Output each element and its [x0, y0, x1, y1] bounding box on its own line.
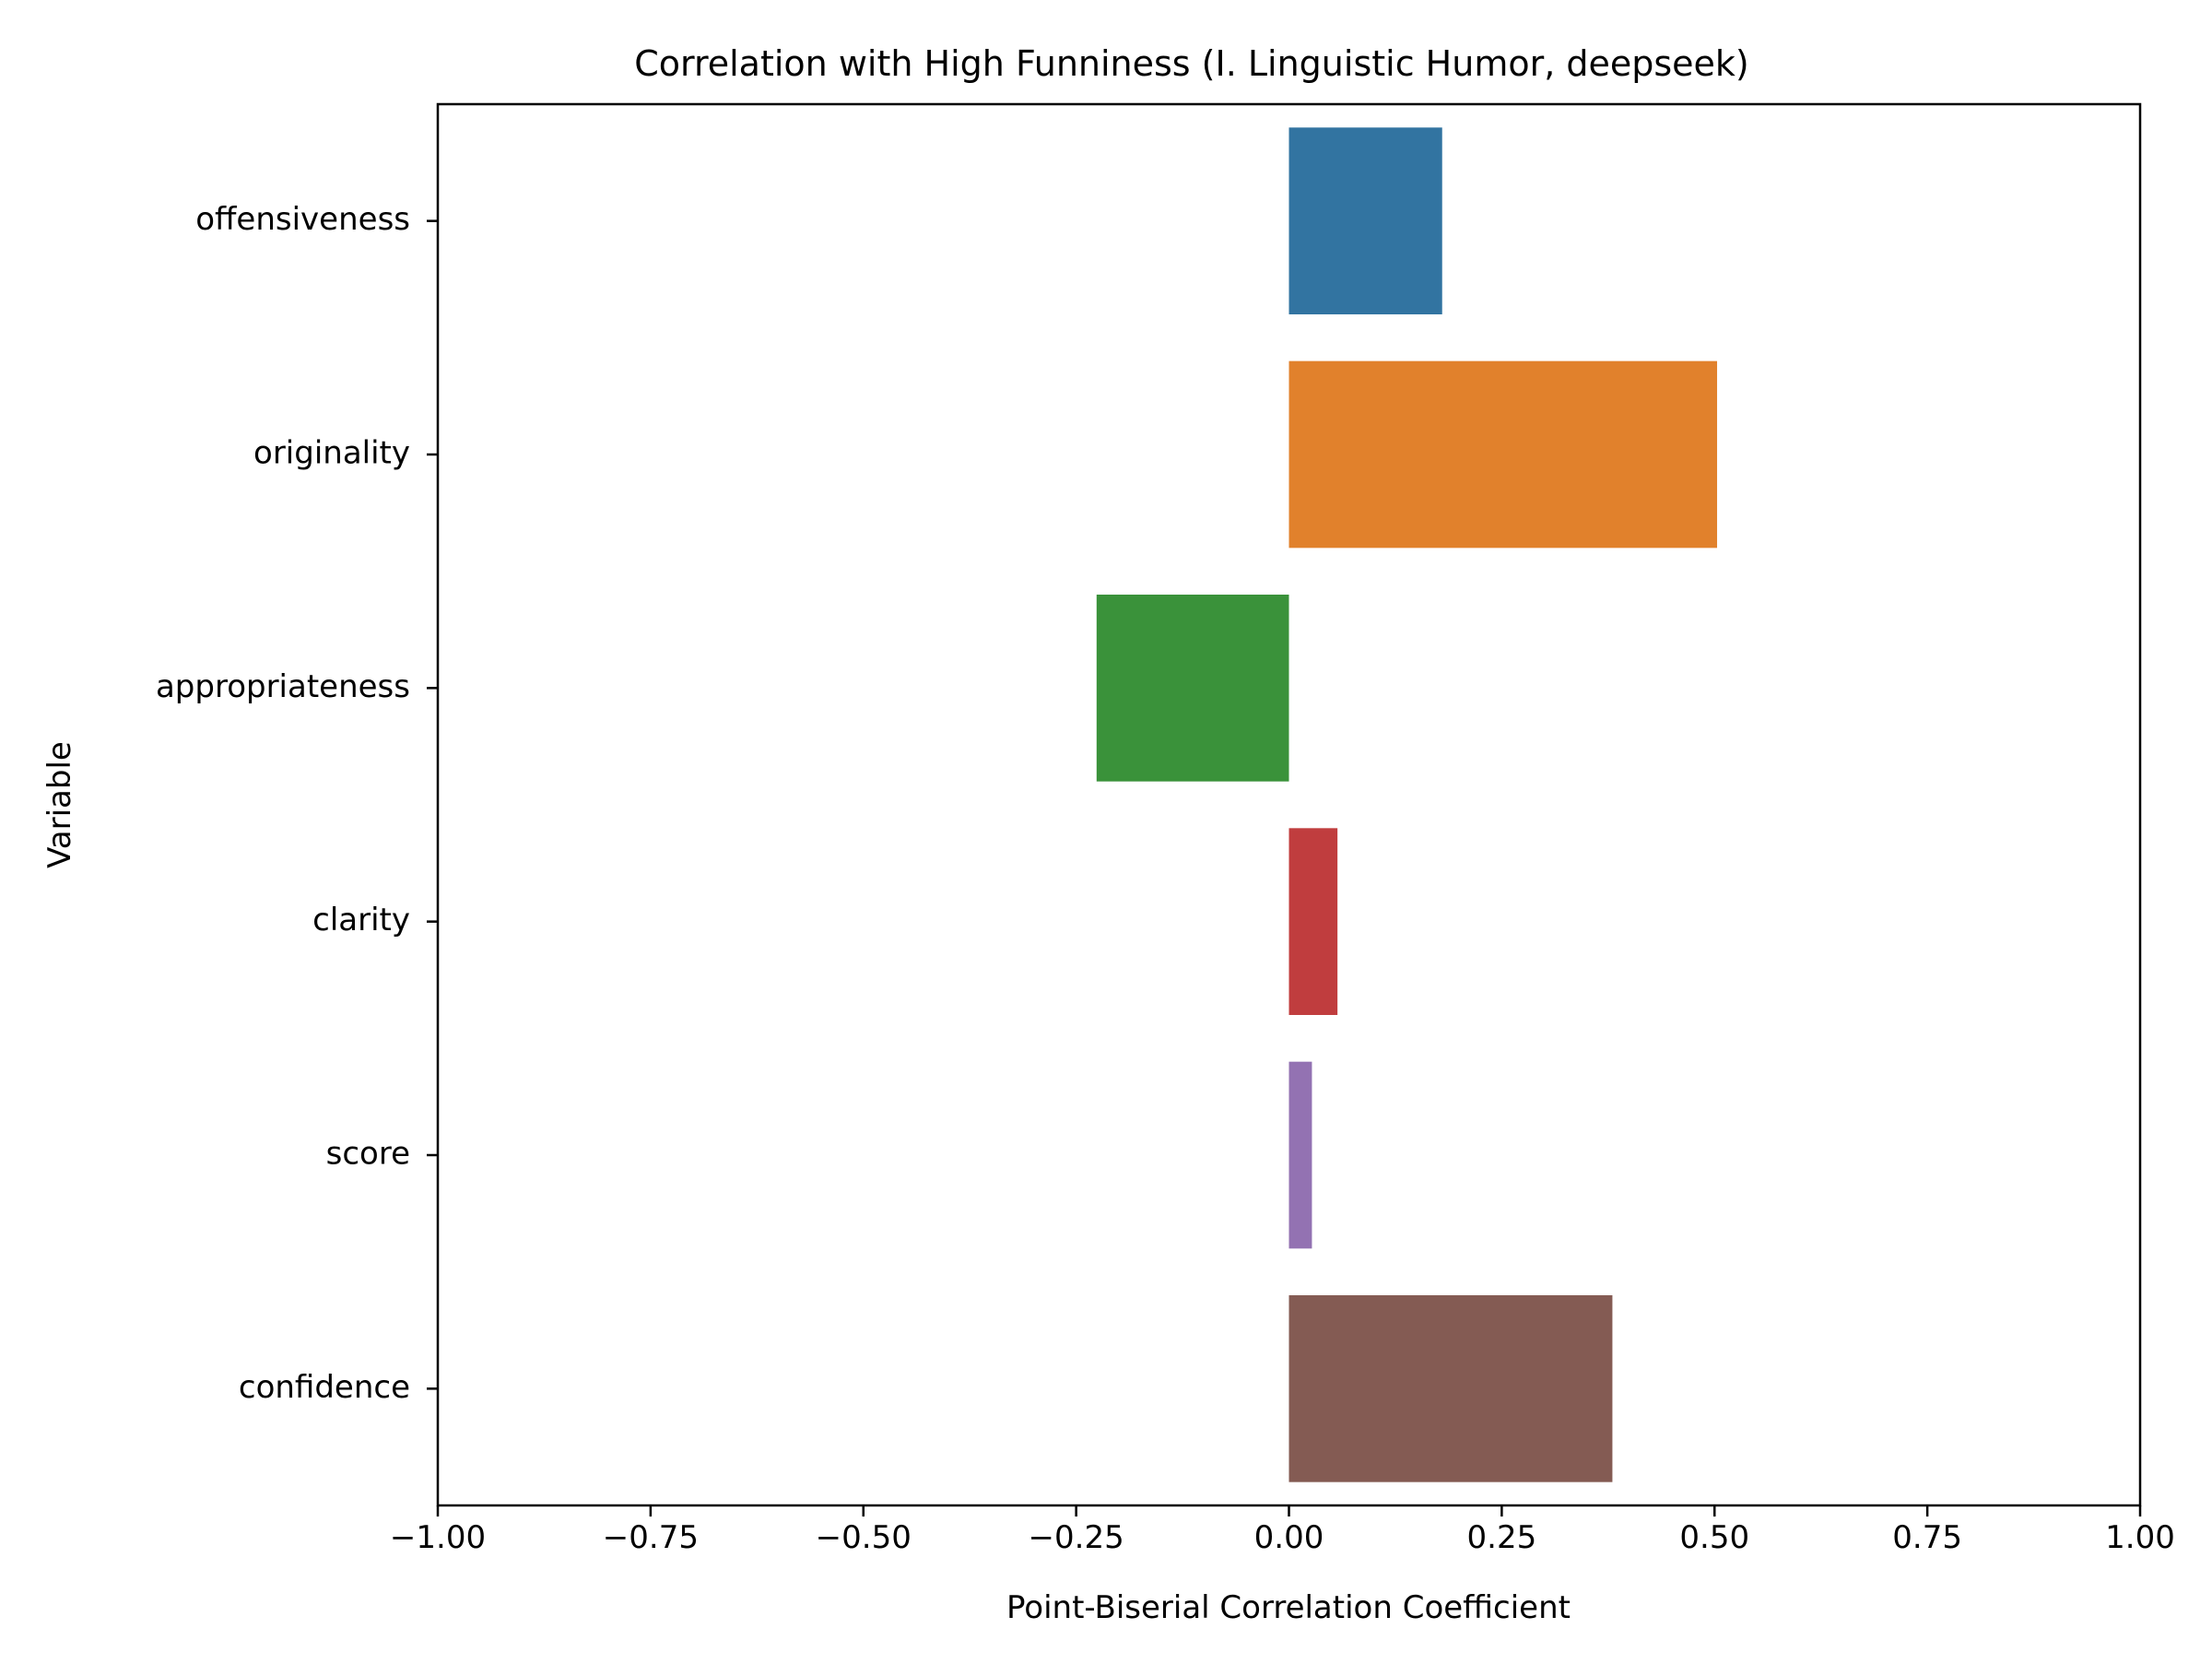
y-tick-label-offensiveness: offensiveness: [195, 201, 410, 238]
x-tick-label-5: 0.25: [1467, 1519, 1537, 1556]
bar-confidence: [1288, 1295, 1613, 1482]
bar-appropriateness: [1096, 595, 1289, 782]
x-tick-label-4: 0.00: [1254, 1519, 1324, 1556]
bar-offensiveness: [1288, 127, 1442, 314]
y-tick-label-appropriateness: appropriateness: [156, 668, 410, 705]
y-tick-label-score: score: [326, 1136, 410, 1173]
y-tick-label-clarity: clarity: [312, 902, 410, 938]
bar-score: [1288, 1061, 1312, 1249]
y-axis-label: Variable: [41, 741, 78, 868]
chart-title: Correlation with High Funniness (I. Ling…: [634, 43, 1749, 84]
bars-layer: [1096, 127, 1718, 1482]
x-tick-label-3: −0.25: [1029, 1519, 1124, 1556]
y-axis-ticks: offensiveness originality appropriateness c…: [156, 201, 438, 1406]
x-tick-label-7: 0.75: [1892, 1519, 1962, 1556]
x-tick-label-2: −0.50: [816, 1519, 912, 1556]
bar-clarity: [1288, 828, 1338, 1015]
x-tick-label-6: 0.50: [1679, 1519, 1749, 1556]
y-tick-label-originality: originality: [253, 435, 410, 472]
bar-originality: [1288, 360, 1718, 549]
x-tick-label-1: −0.75: [603, 1519, 699, 1556]
x-axis-label: Point-Biserial Correlation Coefficient: [1006, 1589, 1571, 1626]
x-axis-ticks: −1.00 −0.75 −0.50 −0.25 0.00 0.25 0.50 0.75 1.00: [390, 1505, 2175, 1556]
x-tick-label-0: −1.00: [390, 1519, 486, 1556]
plot-area-frame: [436, 102, 2142, 1507]
x-tick-label-8: 1.00: [2105, 1519, 2175, 1556]
y-tick-label-confidence: confidence: [239, 1369, 410, 1406]
